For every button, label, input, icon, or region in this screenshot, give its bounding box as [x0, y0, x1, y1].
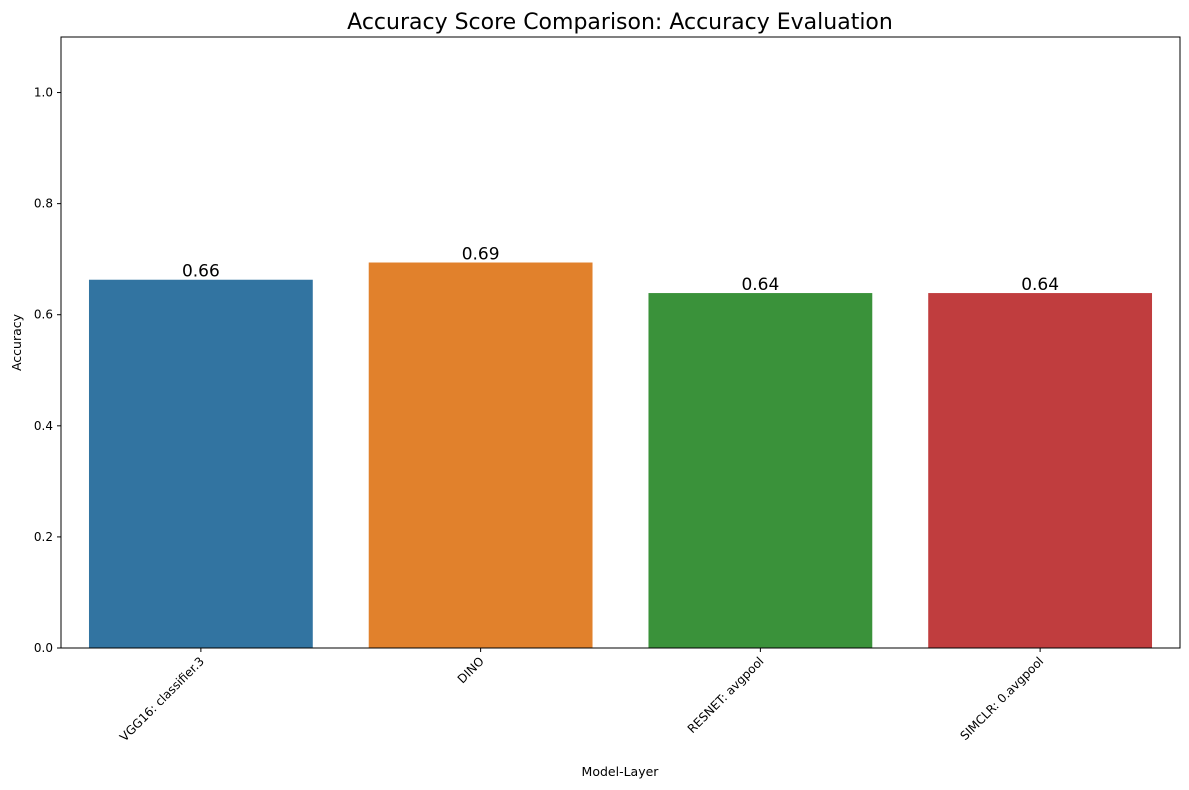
- y-tick-label-4: 0.8: [34, 197, 53, 211]
- x-tick-label-1: DINO: [455, 654, 487, 686]
- y-tick-label-0: 0.0: [34, 641, 53, 655]
- bar-2: [648, 293, 873, 648]
- x-tick-label-0: VGG16: classifier.3: [117, 654, 207, 744]
- x-tick-label-3: SIMCLR: 0.avgpool: [957, 654, 1046, 743]
- y-tick-label-2: 0.4: [34, 419, 53, 433]
- bar-3: [928, 293, 1153, 648]
- y-tick-label-1: 0.2: [34, 530, 53, 544]
- bar-value-label-2: 0.64: [741, 275, 779, 295]
- plot-area: 0.66 0.69 0.64 0.64: [60, 36, 1181, 649]
- x-axis-label: Model-Layer: [582, 764, 660, 779]
- x-axis: VGG16: classifier.3 DINO RESNET: avgpool SI…: [117, 648, 1046, 744]
- plot-frame: [60, 36, 1181, 649]
- bar-1: [368, 262, 593, 648]
- bar-value-label-0: 0.66: [182, 262, 220, 282]
- y-tick-label-3: 0.6: [34, 308, 53, 322]
- bar-value-label-1: 0.69: [462, 245, 500, 265]
- y-axis-label: Accuracy: [9, 313, 24, 371]
- x-tick-label-2: RESNET: avgpool: [685, 654, 767, 736]
- bar-0: [88, 279, 313, 648]
- chart-title: Accuracy Score Comparison: Accuracy Eval…: [347, 10, 893, 35]
- bar-value-label-3: 0.64: [1021, 275, 1059, 295]
- y-tick-label-5: 1.0: [34, 86, 53, 100]
- y-axis: 0.0 0.2 0.4 0.6 0.8 1.0: [34, 86, 61, 655]
